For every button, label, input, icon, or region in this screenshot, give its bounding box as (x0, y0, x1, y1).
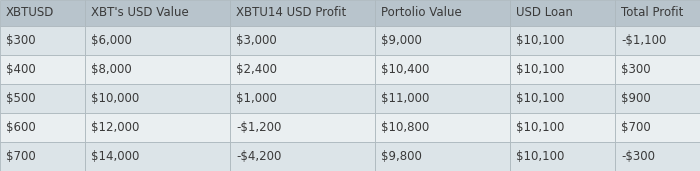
Bar (230, 142, 375, 171)
Bar (85, 84, 230, 113)
Bar (0, 55, 85, 84)
Bar (230, 55, 375, 84)
Text: -$1,100: -$1,100 (621, 34, 666, 47)
Text: XBTUSD: XBTUSD (6, 6, 55, 19)
Bar (230, 26, 375, 55)
Text: $9,800: $9,800 (381, 150, 422, 163)
Bar (375, 142, 510, 171)
Bar (510, 26, 615, 55)
Bar (510, 55, 615, 84)
Text: $14,000: $14,000 (91, 150, 139, 163)
Text: $700: $700 (6, 150, 36, 163)
Text: $10,100: $10,100 (516, 34, 564, 47)
Bar (615, 26, 700, 55)
Bar (510, 113, 615, 142)
Text: Portolio Value: Portolio Value (381, 6, 462, 19)
Text: $300: $300 (6, 34, 36, 47)
Text: $6,000: $6,000 (91, 34, 132, 47)
Text: $300: $300 (621, 63, 650, 76)
Bar (230, 0, 375, 26)
Text: $1,000: $1,000 (236, 92, 277, 105)
Text: $700: $700 (621, 121, 651, 134)
Bar (615, 142, 700, 171)
Text: $500: $500 (6, 92, 36, 105)
Text: Total Profit: Total Profit (621, 6, 683, 19)
Text: $8,000: $8,000 (91, 63, 132, 76)
Bar (615, 84, 700, 113)
Bar (0, 113, 85, 142)
Text: $10,100: $10,100 (516, 63, 564, 76)
Text: $10,100: $10,100 (516, 92, 564, 105)
Text: $10,100: $10,100 (516, 150, 564, 163)
Bar (0, 26, 85, 55)
Bar (615, 113, 700, 142)
Bar (0, 142, 85, 171)
Text: -$1,200: -$1,200 (236, 121, 281, 134)
Bar (85, 113, 230, 142)
Text: -$4,200: -$4,200 (236, 150, 281, 163)
Bar (375, 84, 510, 113)
Bar (230, 84, 375, 113)
Bar (375, 113, 510, 142)
Text: $10,400: $10,400 (381, 63, 429, 76)
Text: $10,000: $10,000 (91, 92, 139, 105)
Text: -$300: -$300 (621, 150, 655, 163)
Bar (375, 26, 510, 55)
Text: $11,000: $11,000 (381, 92, 429, 105)
Text: $3,000: $3,000 (236, 34, 276, 47)
Text: USD Loan: USD Loan (516, 6, 573, 19)
Bar (375, 55, 510, 84)
Text: $10,100: $10,100 (516, 121, 564, 134)
Bar (85, 142, 230, 171)
Bar (375, 0, 510, 26)
Text: $10,800: $10,800 (381, 121, 429, 134)
Bar (615, 55, 700, 84)
Text: $900: $900 (621, 92, 651, 105)
Bar (85, 55, 230, 84)
Bar (0, 0, 85, 26)
Text: XBTU14 USD Profit: XBTU14 USD Profit (236, 6, 346, 19)
Text: XBT's USD Value: XBT's USD Value (91, 6, 189, 19)
Bar (0, 84, 85, 113)
Bar (510, 142, 615, 171)
Bar (85, 0, 230, 26)
Bar (230, 113, 375, 142)
Text: $400: $400 (6, 63, 36, 76)
Bar (85, 26, 230, 55)
Bar (510, 84, 615, 113)
Text: $12,000: $12,000 (91, 121, 139, 134)
Bar (615, 0, 700, 26)
Bar (510, 0, 615, 26)
Text: $2,400: $2,400 (236, 63, 277, 76)
Text: $9,000: $9,000 (381, 34, 422, 47)
Text: $600: $600 (6, 121, 36, 134)
